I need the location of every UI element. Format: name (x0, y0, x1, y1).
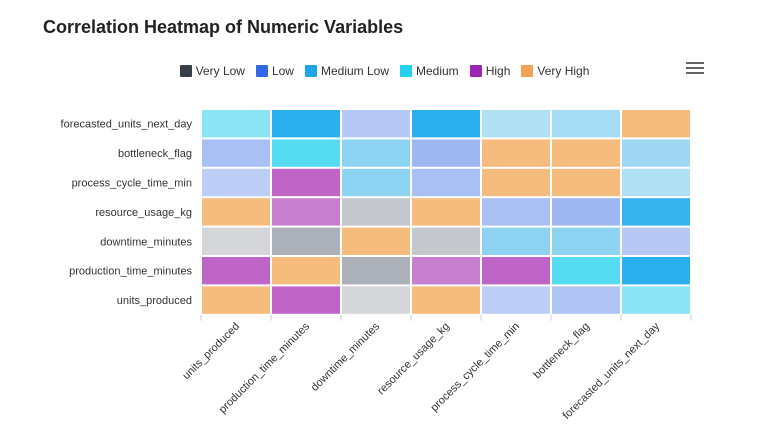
heatmap-cell[interactable] (552, 139, 620, 167)
heatmap-cell[interactable] (272, 110, 340, 138)
heatmap-cell[interactable] (412, 227, 480, 255)
heatmap-cell[interactable] (342, 257, 410, 285)
heatmap-cell[interactable] (412, 110, 480, 138)
x-axis-tick-label: units_produced (180, 320, 242, 382)
heatmap-cell[interactable] (552, 110, 620, 138)
heatmap-cell[interactable] (482, 198, 550, 226)
heatmap-cell[interactable] (622, 168, 690, 197)
legend-item[interactable]: Medium (400, 64, 459, 78)
chart-legend: Very Low Low Medium Low Medium High Very High (0, 64, 769, 78)
heatmap-cell[interactable] (272, 257, 340, 285)
heatmap-cell[interactable] (202, 110, 270, 138)
heatmap-cell[interactable] (622, 286, 690, 314)
menu-line (686, 67, 704, 69)
legend-swatch (255, 65, 268, 77)
hamburger-menu-icon[interactable] (686, 60, 704, 76)
legend-item[interactable]: Very Low (179, 64, 245, 78)
heatmap-cell[interactable] (342, 139, 410, 167)
heatmap-cell[interactable] (552, 168, 620, 197)
legend-label: Medium Low (320, 64, 389, 78)
heatmap-cell[interactable] (272, 227, 340, 255)
heatmap-cell[interactable] (552, 286, 620, 314)
heatmap-cell[interactable] (622, 198, 690, 226)
heatmap-cell[interactable] (482, 110, 550, 138)
heatmap-cell[interactable] (622, 257, 690, 285)
heatmap-cell[interactable] (202, 257, 270, 285)
heatmap-cell[interactable] (412, 139, 480, 167)
y-axis-tick-label: bottleneck_flag (118, 148, 192, 160)
heatmap-cell[interactable] (272, 286, 340, 314)
heatmap-cell[interactable] (552, 257, 620, 285)
y-axis-tick-label: forecasted_units_next_day (61, 119, 193, 131)
heatmap-cell[interactable] (482, 139, 550, 167)
heatmap-cell[interactable] (202, 227, 270, 255)
heatmap-cell[interactable] (412, 168, 480, 197)
heatmap-cell[interactable] (482, 227, 550, 255)
heatmap-cell[interactable] (482, 257, 550, 285)
heatmap-cell[interactable] (202, 168, 270, 197)
heatmap-cell[interactable] (272, 168, 340, 197)
legend-label: High (485, 64, 511, 78)
heatmap-cell[interactable] (482, 168, 550, 197)
heatmap-cell[interactable] (342, 227, 410, 255)
heatmap-cell[interactable] (342, 168, 410, 197)
heatmap-cell[interactable] (272, 139, 340, 167)
heatmap-cell[interactable] (412, 257, 480, 285)
heatmap-cell[interactable] (412, 286, 480, 314)
legend-label: Very High (537, 64, 590, 78)
x-axis-tick-label: downtime_minutes (309, 320, 383, 394)
heatmap-cell[interactable] (482, 286, 550, 314)
heatmap-cell[interactable] (272, 198, 340, 226)
menu-line (686, 62, 704, 64)
y-axis-tick-label: downtime_minutes (100, 236, 192, 248)
legend-swatch (400, 65, 412, 77)
heatmap-cell[interactable] (202, 286, 270, 314)
legend-label: Very Low (195, 64, 245, 78)
heatmap-cell[interactable] (342, 286, 410, 314)
legend-swatch (179, 65, 192, 77)
heatmap-cell[interactable] (622, 139, 690, 167)
menu-line (686, 72, 704, 74)
heatmap-cell[interactable] (412, 198, 480, 226)
chart-title: Correlation Heatmap of Numeric Variables (43, 17, 404, 37)
heatmap-cell[interactable] (202, 139, 270, 167)
legend-item[interactable]: Very High (521, 64, 589, 78)
heatmap-cell[interactable] (622, 227, 690, 255)
legend-swatch (521, 65, 534, 77)
y-axis-tick-label: resource_usage_kg (95, 207, 192, 219)
legend-swatch (304, 65, 317, 77)
y-axis-tick-label: units_produced (117, 295, 192, 307)
heatmap-cell[interactable] (342, 110, 410, 138)
legend-swatch (469, 65, 482, 77)
legend-label: Medium (416, 64, 459, 78)
legend-item[interactable]: High (469, 64, 511, 78)
y-axis-tick-label: production_time_minutes (69, 266, 192, 278)
heatmap-cell[interactable] (342, 198, 410, 226)
legend-item[interactable]: Medium Low (304, 64, 389, 78)
x-axis-tick-label: bottleneck_flag (531, 320, 592, 381)
y-axis-tick-label: process_cycle_time_min (72, 178, 192, 190)
heatmap-cell[interactable] (622, 110, 690, 138)
heatmap-cell[interactable] (552, 198, 620, 226)
heatmap-cell[interactable] (552, 227, 620, 255)
legend-item[interactable]: Low (255, 64, 294, 78)
x-axis-tick-label: resource_usage_kg (375, 320, 452, 397)
legend-label: Low (271, 64, 294, 78)
heatmap-cell[interactable] (202, 198, 270, 226)
